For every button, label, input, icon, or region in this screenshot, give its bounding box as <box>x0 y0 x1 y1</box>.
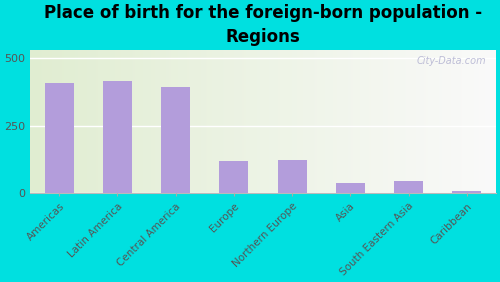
Bar <box>220 161 248 193</box>
Bar <box>452 191 482 193</box>
Title: Place of birth for the foreign-born population -
Regions: Place of birth for the foreign-born popu… <box>44 4 482 46</box>
Text: City-Data.com: City-Data.com <box>417 56 486 66</box>
Bar <box>44 83 74 193</box>
Bar <box>103 81 132 193</box>
Bar <box>336 182 365 193</box>
Bar <box>161 87 190 193</box>
Bar <box>278 160 306 193</box>
Bar <box>394 181 423 193</box>
